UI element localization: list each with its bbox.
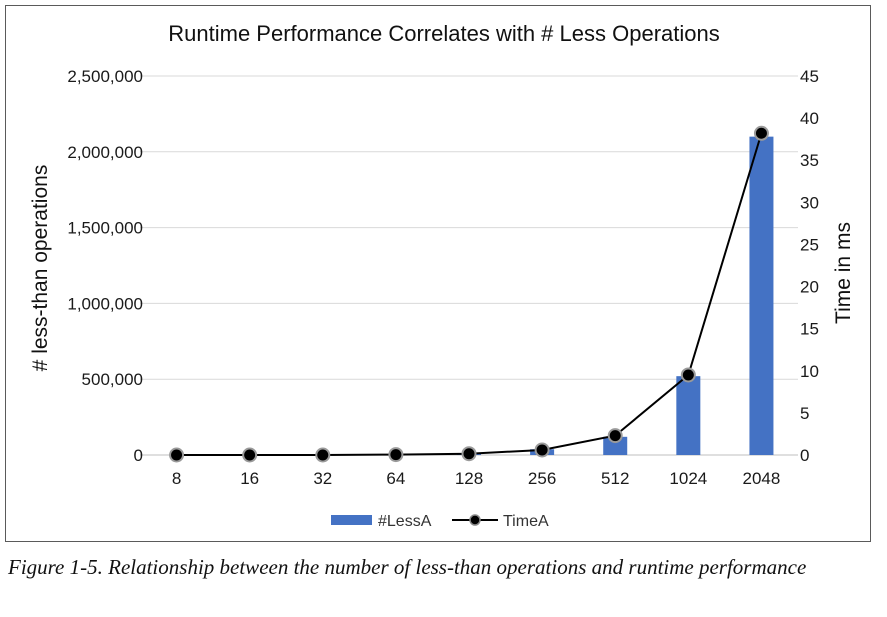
right-tick-label: 35: [800, 151, 819, 170]
right-tick-label: 45: [800, 67, 819, 86]
x-tick-label: 2048: [743, 469, 781, 488]
left-tick-label: 1,500,000: [67, 219, 143, 238]
x-tick-label: 32: [313, 469, 332, 488]
point-timeA-1024: [682, 368, 695, 381]
point-timeA-8: [170, 449, 183, 462]
right-tick-label: 25: [800, 235, 819, 254]
left-tick-label: 500,000: [82, 370, 143, 389]
point-timeA-256: [536, 443, 549, 456]
x-tick-label: 8: [172, 469, 181, 488]
point-timeA-128: [463, 447, 476, 460]
left-tick-label: 0: [134, 446, 143, 465]
right-tick-label: 5: [800, 404, 809, 423]
point-timeA-64: [389, 448, 402, 461]
left-axis-ticks: 0 500,000 1,000,000 1,500,000 2,000,000 2,500…: [67, 67, 143, 465]
right-tick-label: 10: [800, 362, 819, 381]
x-tick-label: 64: [386, 469, 405, 488]
left-tick-label: 2,000,000: [67, 143, 143, 162]
point-timeA-32: [316, 449, 329, 462]
x-tick-label: 1024: [669, 469, 707, 488]
point-timeA-2048: [755, 127, 768, 140]
legend-marker-timeA: [470, 515, 480, 525]
right-axis-ticks: 0 5 10 15 20 25 30 35 40 45: [800, 67, 819, 465]
right-axis-title: Time in ms: [832, 222, 855, 324]
x-tick-label: 512: [601, 469, 629, 488]
legend: #LessA TimeA: [331, 513, 549, 530]
chart-title: Runtime Performance Correlates with # Le…: [168, 21, 719, 46]
right-tick-label: 15: [800, 320, 819, 339]
right-tick-label: 30: [800, 193, 819, 212]
right-tick-label: 20: [800, 278, 819, 297]
bars-lessA: [165, 137, 774, 455]
right-tick-label: 40: [800, 109, 819, 128]
x-tick-label: 256: [528, 469, 556, 488]
bar-lessA-2048: [749, 137, 773, 455]
left-tick-label: 1,000,000: [67, 294, 143, 313]
bar-lessA-1024: [676, 376, 700, 455]
legend-label-lessA: #LessA: [378, 513, 432, 530]
left-tick-label: 2,500,000: [67, 67, 143, 86]
left-axis-title: # less-than operations: [29, 165, 52, 372]
x-tick-label: 128: [455, 469, 483, 488]
x-tick-label: 16: [240, 469, 259, 488]
point-timeA-16: [243, 449, 256, 462]
point-timeA-512: [609, 429, 622, 442]
legend-label-timeA: TimeA: [503, 513, 549, 530]
figure-caption: Figure 1-5. Relationship between the num…: [8, 553, 868, 582]
legend-swatch-lessA: [331, 515, 372, 525]
line-timeA-path: [177, 133, 762, 455]
right-tick-label: 0: [800, 446, 809, 465]
x-axis-ticks: 8 16 32 64 128 256 512 1024 2048: [172, 469, 781, 488]
